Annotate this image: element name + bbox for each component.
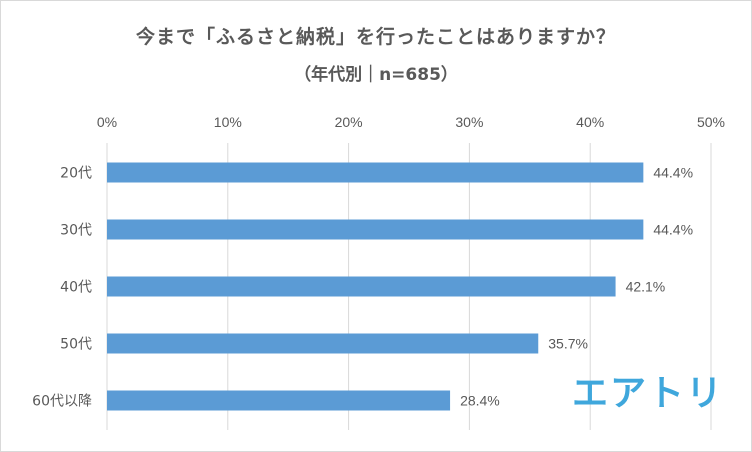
category-label: 30代 xyxy=(60,223,92,239)
data-label: 44.4% xyxy=(653,165,693,181)
chart-subtitle: （年代別｜n=685） xyxy=(294,65,458,85)
bar xyxy=(107,162,644,183)
x-tick-label: 30% xyxy=(455,114,483,130)
data-label: 44.4% xyxy=(653,222,693,238)
bar xyxy=(107,390,451,411)
x-tick-label: 10% xyxy=(214,114,242,130)
bar xyxy=(107,333,539,354)
category-label: 40代 xyxy=(60,280,92,296)
x-tick-label: 40% xyxy=(576,114,604,130)
x-tick-label: 0% xyxy=(97,114,117,130)
data-label: 35.7% xyxy=(548,336,588,352)
logo: エアトリ xyxy=(571,373,724,414)
category-label: 50代 xyxy=(60,337,92,353)
category-label: 60代以降 xyxy=(32,394,92,410)
data-label: 42.1% xyxy=(626,279,666,295)
category-label: 20代 xyxy=(60,166,92,182)
chart-title: 今まで「ふるさと納税」を行ったことはありますか？ xyxy=(135,26,616,48)
x-tick-label: 50% xyxy=(697,114,725,130)
data-label: 28.4% xyxy=(460,393,500,409)
bar xyxy=(107,276,616,297)
bar xyxy=(107,219,644,240)
x-tick-label: 20% xyxy=(335,114,363,130)
